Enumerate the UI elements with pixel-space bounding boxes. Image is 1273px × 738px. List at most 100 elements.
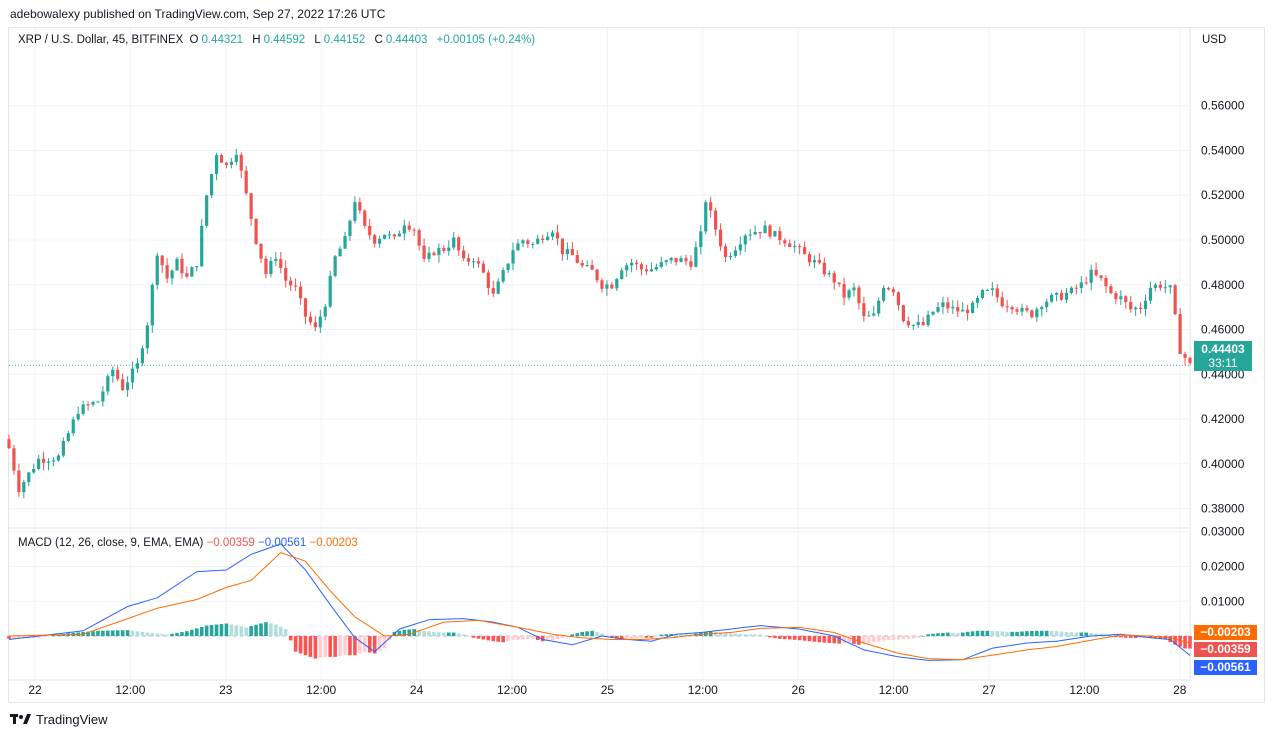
macd-histogram-bar [580, 631, 585, 637]
candle-body [323, 306, 327, 317]
candle-body [264, 258, 268, 275]
price-tick-label: 0.54000 [1201, 143, 1245, 157]
macd-histogram-bar [659, 634, 664, 637]
macd-histogram-bar [229, 624, 234, 637]
macd-histogram-bar [471, 636, 476, 638]
time-tick-label: 12:00 [306, 683, 336, 697]
candle-body [901, 305, 905, 322]
candle-body [605, 284, 609, 289]
macd-histogram-bar [955, 633, 960, 637]
candle-body [862, 303, 866, 317]
footer-brand[interactable]: TradingView [10, 712, 108, 727]
macd-histogram-bar [743, 634, 748, 637]
candle-body [753, 231, 757, 235]
candle-body [447, 247, 451, 251]
candle-body [802, 247, 807, 255]
time-tick-label: 26 [792, 683, 806, 697]
macd-histogram-bar [427, 631, 431, 637]
candle-body [788, 243, 792, 248]
candle-body [254, 218, 258, 244]
macd-histogram-bar [802, 636, 807, 641]
macd-histogram-bar [91, 631, 95, 637]
price-tick-label: 0.56000 [1201, 99, 1245, 113]
macd-histogram-bar [1074, 632, 1079, 637]
macd-histogram-bar [362, 636, 367, 652]
macd-histogram-bar [358, 636, 362, 654]
candle-body [570, 248, 574, 256]
bar-countdown: 33:11 [1208, 356, 1238, 370]
macd-histogram-bar [135, 631, 140, 637]
candle-body [807, 254, 812, 263]
candle-body [269, 260, 273, 275]
macd-histogram-bar [936, 633, 940, 637]
macd-histogram-bar [985, 630, 990, 637]
price-tick-label: 0.42000 [1201, 412, 1245, 426]
macd-histogram-bar [1035, 630, 1039, 637]
macd-tick-label: 0.02000 [1201, 560, 1245, 574]
macd-histogram-bar [486, 636, 491, 641]
candle-body [17, 470, 21, 493]
macd-histogram-bar [1109, 635, 1113, 637]
candle-body [76, 413, 80, 420]
ohlc-open: O 0.44321 [189, 34, 244, 46]
candle-body [501, 270, 505, 282]
candle-body [348, 220, 352, 236]
macd-histogram-bar [738, 633, 743, 637]
candle-body [368, 225, 372, 236]
macd-histogram-bar [679, 634, 683, 637]
macd-histogram-bar [783, 636, 787, 640]
macd-histogram-bar [120, 630, 125, 637]
macd-histogram-bar [555, 636, 560, 639]
symbol-name[interactable]: XRP / U.S. Dollar, 45, BITFINEX [18, 34, 184, 46]
macd-histogram-bar [185, 631, 189, 637]
candle-body [200, 225, 204, 267]
macd-histogram-bar [881, 636, 886, 641]
candle-body [333, 256, 337, 276]
macd-histogram-bar [748, 634, 753, 637]
macd-histogram-bar [941, 632, 945, 637]
macd-histogram-bar [614, 636, 619, 639]
macd-histogram-bar [733, 633, 738, 637]
macd-histogram-bar [718, 632, 723, 637]
candle-body [486, 272, 490, 288]
candle-body [521, 240, 525, 244]
macd-histogram-bar [787, 636, 792, 640]
candle-body [575, 255, 579, 263]
candle-body [1178, 314, 1182, 355]
candle-body [565, 248, 569, 255]
macd-histogram-bar [1114, 636, 1118, 638]
price-tick-label: 0.38000 [1201, 502, 1245, 516]
macd-histogram-bar [397, 630, 402, 637]
price-tick-label: 0.52000 [1201, 188, 1245, 202]
macd-histogram-bar [516, 636, 520, 640]
macd-histogram-bar [1119, 636, 1123, 638]
candle-body [970, 302, 975, 313]
macd-line-value: −0.00561 [258, 537, 307, 549]
macd-histogram-bar [506, 636, 510, 642]
footer-brand-name: TradingView [36, 712, 108, 727]
macd-histogram-bar [713, 631, 718, 637]
macd-histogram-bar [624, 636, 629, 640]
macd-histogram-bar [372, 636, 377, 654]
candle-body [1099, 275, 1103, 279]
candle-body [1045, 301, 1049, 308]
macd-histogram-bar [318, 636, 323, 658]
macd-histogram-bar [407, 629, 412, 637]
macd-histogram-bar [333, 636, 337, 657]
candle-body [1158, 284, 1162, 288]
macd-title[interactable]: MACD (12, 26, close, 9, EMA, EMA) [18, 537, 204, 549]
macd-histogram-bar [422, 630, 426, 637]
time-tick-label: 22 [28, 683, 42, 697]
candle-body [71, 419, 75, 434]
candle-body [170, 270, 174, 279]
macd-histogram-bar [1089, 632, 1093, 637]
candle-body [956, 307, 960, 312]
macd-histogram-bar [328, 636, 332, 657]
candle-body [66, 433, 70, 441]
candle-body [699, 231, 703, 248]
macd-histogram-bar [545, 636, 550, 641]
candle-body [975, 297, 980, 303]
macd-histogram-bar [792, 636, 797, 640]
candle-body [842, 284, 846, 298]
